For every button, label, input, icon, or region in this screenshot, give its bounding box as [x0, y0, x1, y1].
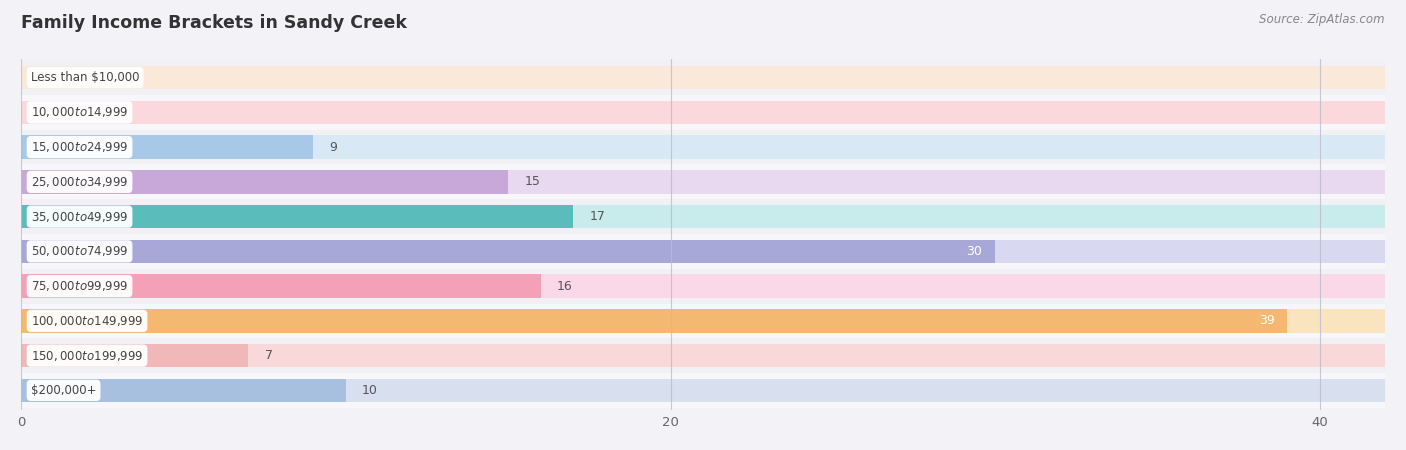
- Bar: [21, 239, 995, 263]
- Bar: [21, 309, 1288, 333]
- Bar: [21, 199, 1385, 234]
- Text: $50,000 to $74,999: $50,000 to $74,999: [31, 244, 128, 258]
- Text: $150,000 to $199,999: $150,000 to $199,999: [31, 349, 143, 363]
- Text: $15,000 to $24,999: $15,000 to $24,999: [31, 140, 128, 154]
- Text: $10,000 to $14,999: $10,000 to $14,999: [31, 105, 128, 119]
- Bar: [21, 100, 1385, 124]
- Bar: [21, 165, 1385, 199]
- Bar: [21, 239, 1385, 263]
- Bar: [21, 274, 541, 298]
- Bar: [21, 135, 1385, 159]
- Text: 0: 0: [38, 71, 45, 84]
- Bar: [21, 373, 1385, 408]
- Text: $25,000 to $34,999: $25,000 to $34,999: [31, 175, 128, 189]
- Bar: [21, 205, 574, 229]
- Bar: [21, 170, 1385, 194]
- Text: 16: 16: [557, 279, 572, 292]
- Text: $200,000+: $200,000+: [31, 384, 97, 397]
- Text: Family Income Brackets in Sandy Creek: Family Income Brackets in Sandy Creek: [21, 14, 406, 32]
- Text: $100,000 to $149,999: $100,000 to $149,999: [31, 314, 143, 328]
- Bar: [21, 66, 1385, 90]
- Bar: [21, 344, 1385, 368]
- Bar: [21, 95, 1385, 130]
- Bar: [21, 135, 314, 159]
- Bar: [21, 338, 1385, 373]
- Bar: [21, 274, 1385, 298]
- Bar: [21, 60, 1385, 95]
- Bar: [21, 269, 1385, 303]
- Bar: [21, 205, 1385, 229]
- Bar: [21, 344, 249, 368]
- Bar: [21, 303, 1385, 338]
- Text: 39: 39: [1258, 315, 1274, 328]
- Bar: [21, 130, 1385, 165]
- Text: $75,000 to $99,999: $75,000 to $99,999: [31, 279, 128, 293]
- Text: 30: 30: [966, 245, 983, 258]
- Text: Less than $10,000: Less than $10,000: [31, 71, 139, 84]
- Bar: [21, 309, 1385, 333]
- Bar: [21, 234, 1385, 269]
- Text: 9: 9: [329, 140, 337, 153]
- Text: Source: ZipAtlas.com: Source: ZipAtlas.com: [1260, 14, 1385, 27]
- Text: 15: 15: [524, 176, 540, 189]
- Bar: [21, 170, 508, 194]
- Text: 10: 10: [363, 384, 378, 397]
- Text: 17: 17: [589, 210, 605, 223]
- Bar: [21, 378, 1385, 402]
- Text: 0: 0: [38, 106, 45, 119]
- Text: $35,000 to $49,999: $35,000 to $49,999: [31, 210, 128, 224]
- Text: 7: 7: [264, 349, 273, 362]
- Bar: [21, 378, 346, 402]
